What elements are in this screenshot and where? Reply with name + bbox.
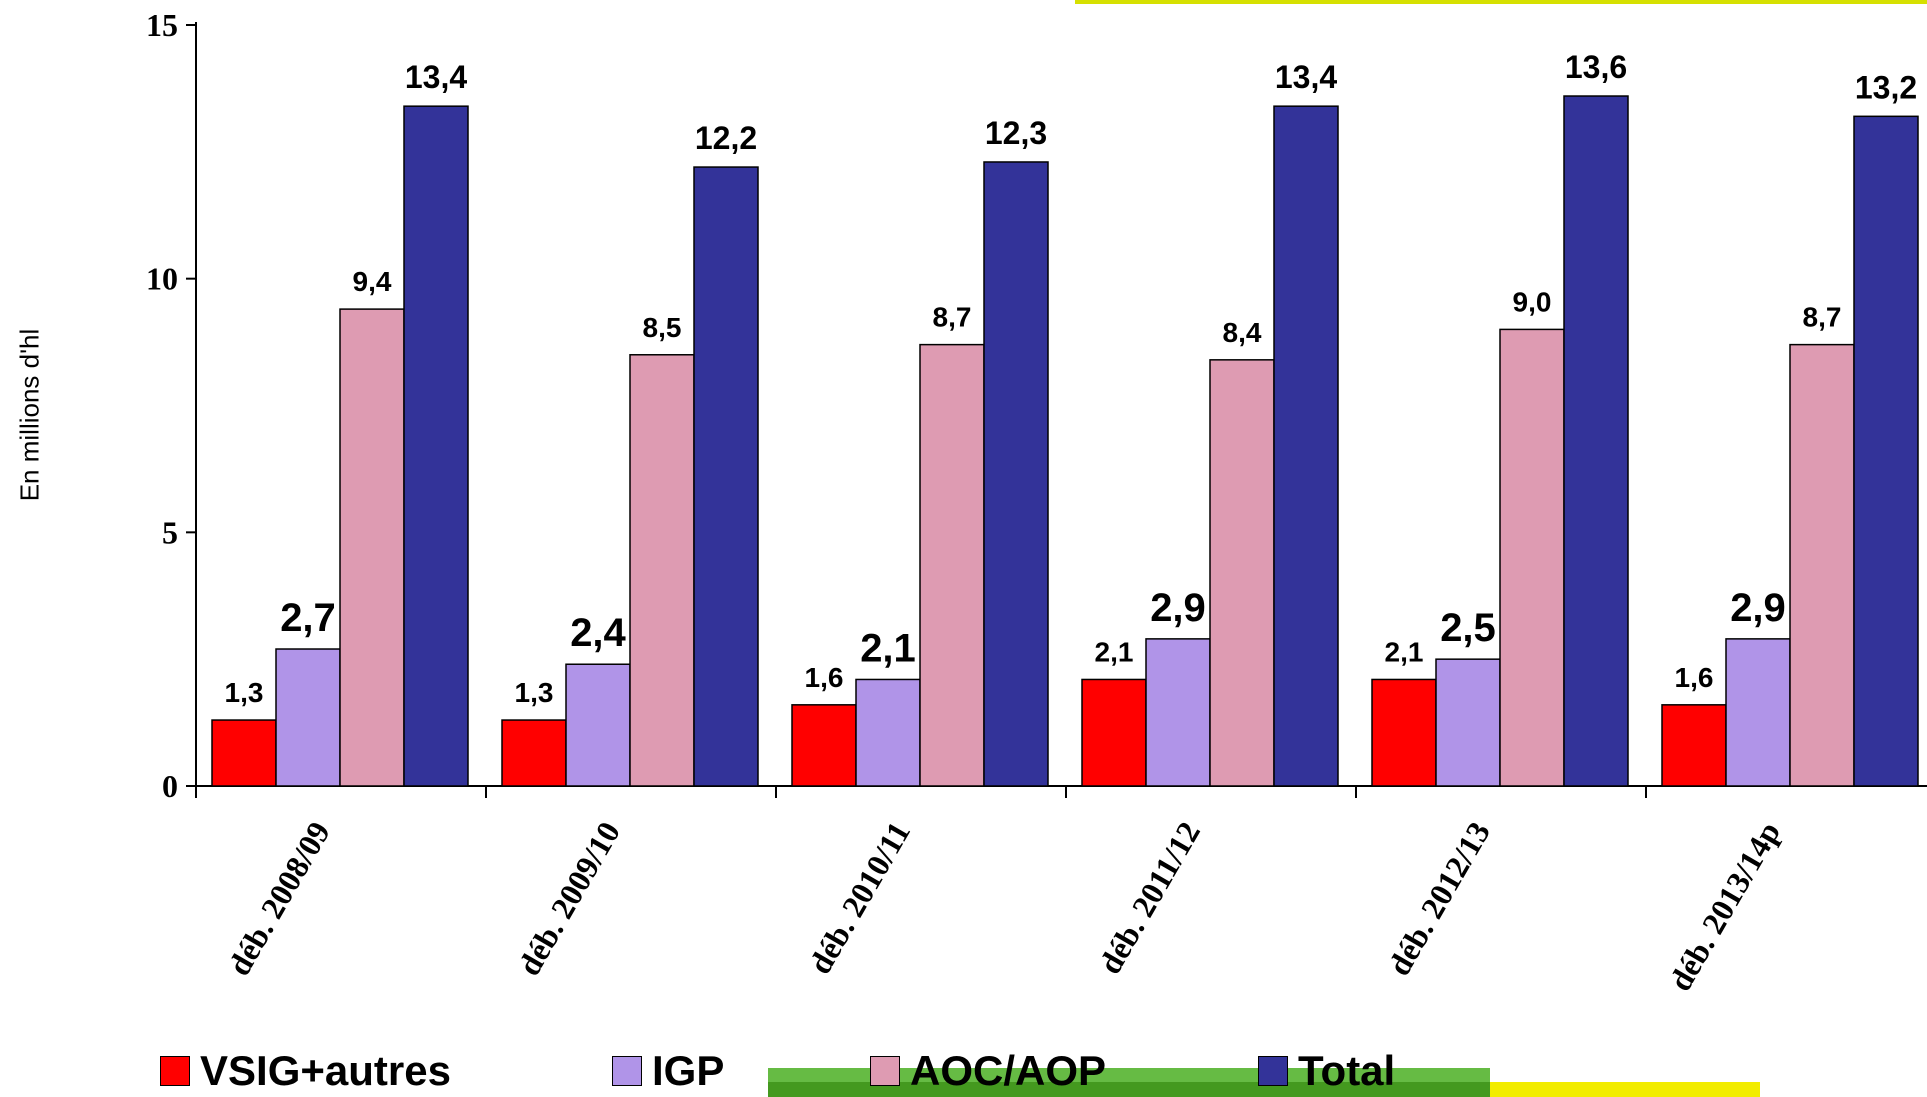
legend-item-aoc: AOC/AOP xyxy=(870,1048,1106,1094)
legend-swatch-aoc xyxy=(870,1056,900,1086)
legend-swatch-igp xyxy=(612,1056,642,1086)
bar-vsig-autres xyxy=(1081,678,1147,787)
bar-vsig-autres xyxy=(1661,704,1727,787)
data-label: 9,0 xyxy=(1513,286,1552,317)
data-label: 13,4 xyxy=(405,59,467,95)
data-label: 12,2 xyxy=(695,120,757,156)
bar-igp xyxy=(1435,658,1501,787)
data-label: 2,9 xyxy=(1730,586,1786,630)
data-label: 8,7 xyxy=(1803,302,1842,333)
bar-igp xyxy=(855,678,921,787)
data-label: 2,7 xyxy=(280,596,336,640)
bar-total xyxy=(693,166,759,787)
x-category-label: déb. 2012/13 xyxy=(1381,816,1498,982)
data-label: 2,5 xyxy=(1440,606,1496,650)
bar-aoc-aop xyxy=(1789,343,1855,787)
data-label: 8,4 xyxy=(1223,317,1262,348)
legend-label-total: Total xyxy=(1298,1047,1396,1094)
bar-aoc-aop xyxy=(919,343,985,787)
data-label: 1,6 xyxy=(805,662,844,693)
bar-total xyxy=(403,105,469,787)
data-label: 13,4 xyxy=(1275,59,1337,95)
bar-total xyxy=(1273,105,1339,787)
chart-data-labels: 1,3 1,3 1,6 2,1 2,1 1,6 2,7 2,4 2,1 2,9 2,5 2,9 9,4 8… xyxy=(225,49,1918,708)
data-label: 1,3 xyxy=(515,677,554,708)
x-category-label: déb. 2008/09 xyxy=(221,816,338,982)
bar-vsig-autres xyxy=(791,704,857,787)
bar-vsig-autres xyxy=(211,719,277,787)
bar-total xyxy=(1853,115,1919,787)
legend-item-vsig: VSIG+autres xyxy=(160,1048,451,1094)
yellow-highlight-bottom xyxy=(1490,1082,1760,1097)
legend-swatch-vsig xyxy=(160,1056,190,1086)
bar-aoc-aop xyxy=(629,354,695,787)
y-tick-label: 10 xyxy=(146,261,178,297)
y-tick-label: 15 xyxy=(146,7,178,43)
bar-aoc-aop xyxy=(1209,359,1275,787)
y-tick-label: 0 xyxy=(162,768,178,804)
data-label: 2,1 xyxy=(860,626,916,670)
legend-label-aoc: AOC/AOP xyxy=(910,1047,1107,1094)
chart-bars xyxy=(211,95,1919,787)
data-label: 2,4 xyxy=(570,611,626,655)
bar-aoc-aop xyxy=(339,308,405,787)
data-label: 2,1 xyxy=(1385,636,1424,667)
data-label: 2,9 xyxy=(1150,586,1206,630)
data-label: 2,1 xyxy=(1095,636,1134,667)
data-label: 1,3 xyxy=(225,677,264,708)
data-label: 9,4 xyxy=(353,266,392,297)
data-label: 12,3 xyxy=(985,115,1047,151)
bar-total xyxy=(983,161,1049,787)
bar-total xyxy=(1563,95,1629,787)
y-axis-label-box: En millions d'hl xyxy=(10,280,50,550)
bar-vsig-autres xyxy=(1371,678,1437,787)
legend-item-total: Total xyxy=(1258,1048,1395,1094)
x-category-label: déb. 2010/11 xyxy=(801,816,917,980)
legend-label-vsig: VSIG+autres xyxy=(200,1047,451,1094)
bar-igp xyxy=(565,663,631,787)
legend-swatch-total xyxy=(1258,1056,1288,1086)
bar-vsig-autres xyxy=(501,719,567,787)
legend-item-igp: IGP xyxy=(612,1048,724,1094)
data-label: 1,6 xyxy=(1675,662,1714,693)
x-category-label: déb. 2011/12 xyxy=(1091,816,1207,980)
green-highlight-bottom-dark xyxy=(768,1082,1490,1097)
green-highlight-bottom xyxy=(768,1068,1490,1082)
bar-igp xyxy=(1725,638,1791,787)
bar-igp xyxy=(1145,638,1211,787)
data-label: 13,2 xyxy=(1855,69,1917,105)
bar-aoc-aop xyxy=(1499,328,1565,787)
data-label: 8,5 xyxy=(643,312,682,343)
bar-igp xyxy=(275,648,341,787)
chart-legend: VSIG+autres IGP AOC/AOP Total xyxy=(160,1048,1660,1094)
yellow-highlight-top xyxy=(1075,0,1927,4)
y-axis-label: En millions d'hl xyxy=(14,328,45,502)
data-label: 13,6 xyxy=(1565,49,1627,85)
x-category-label: déb. 2009/10 xyxy=(511,816,628,982)
legend-label-igp: IGP xyxy=(652,1047,725,1094)
data-label: 8,7 xyxy=(933,302,972,333)
y-tick-label: 5 xyxy=(162,514,178,550)
x-category-label: déb. 2013/14p xyxy=(1662,816,1787,997)
